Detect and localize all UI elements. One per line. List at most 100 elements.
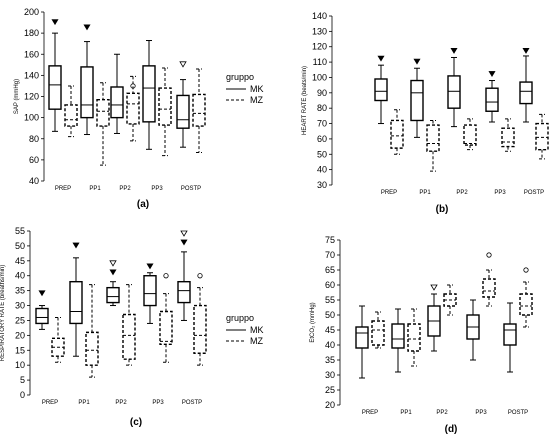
significance-marker-filled bbox=[180, 239, 188, 246]
y-tick-label: 80 bbox=[29, 134, 39, 144]
y-tick-label: 60 bbox=[325, 280, 335, 290]
y-tick-label: 55 bbox=[325, 295, 335, 305]
y-axis-label: HEART RATE (beats/min) bbox=[302, 66, 308, 135]
significance-marker-filled bbox=[413, 58, 421, 65]
box-iqr bbox=[142, 65, 156, 123]
y-axis-label: RESPIRATORY RATE (breaths/min) bbox=[0, 265, 6, 361]
legend-title: gruppo bbox=[226, 313, 254, 323]
box-iqr bbox=[159, 310, 173, 346]
box-mk bbox=[503, 302, 517, 373]
x-tick-label: POSTP bbox=[524, 190, 544, 196]
y-tick-label: 50 bbox=[15, 241, 25, 251]
y-tick-label: 35 bbox=[15, 286, 25, 296]
box-mz bbox=[443, 284, 457, 316]
x-tick-label: PP3 bbox=[494, 190, 506, 196]
box-iqr bbox=[126, 92, 140, 125]
y-tick-label: 0 bbox=[20, 390, 25, 400]
box-mz bbox=[482, 269, 496, 307]
y-tick-label: 200 bbox=[24, 7, 39, 17]
y-tick-label: 45 bbox=[325, 325, 335, 335]
significance-marker-filled bbox=[51, 19, 59, 26]
y-tick-label: 40 bbox=[317, 165, 327, 175]
box-mz bbox=[371, 311, 385, 349]
legend-entry-label: MK bbox=[250, 84, 264, 94]
x-tick-label: PREP bbox=[55, 186, 71, 192]
y-tick-label: 10 bbox=[15, 360, 25, 370]
x-tick-label: POSTP bbox=[182, 400, 202, 406]
box-mz bbox=[85, 284, 99, 378]
y-tick-label: 15 bbox=[15, 345, 25, 355]
y-axis-label: EtCO₂ (mmHg) bbox=[310, 302, 316, 342]
x-tick-label: POSTP bbox=[508, 410, 528, 416]
y-tick-label: 55 bbox=[15, 226, 25, 236]
significance-marker-filled bbox=[83, 24, 91, 31]
box-mk bbox=[106, 281, 120, 307]
box-mz bbox=[192, 68, 206, 153]
y-tick-label: 35 bbox=[325, 355, 335, 365]
chart-panel: 0 5 10 15 20 25 30 35 40 45 50 55 RESPIRATORY RATE (… bbox=[0, 226, 264, 428]
y-tick-label: 70 bbox=[317, 119, 327, 129]
box-mk bbox=[519, 55, 533, 123]
box-mk bbox=[374, 64, 388, 125]
box-mk bbox=[69, 257, 83, 357]
box-iqr bbox=[64, 104, 78, 127]
x-tick-label: PP2 bbox=[436, 410, 448, 416]
box-iqr bbox=[391, 323, 405, 349]
x-tick-label: PREP bbox=[362, 410, 378, 416]
panel-caption: (c) bbox=[130, 417, 142, 428]
y-tick-label: 120 bbox=[24, 92, 39, 102]
box-iqr bbox=[482, 278, 496, 298]
outlier-point bbox=[197, 273, 203, 279]
box-iqr bbox=[80, 66, 94, 119]
box-mz bbox=[64, 85, 78, 138]
x-tick-label: POSTP bbox=[181, 186, 201, 192]
significance-marker-open bbox=[179, 61, 187, 68]
box-mz bbox=[193, 287, 207, 366]
box-mk bbox=[142, 40, 156, 150]
outlier-point bbox=[486, 252, 492, 258]
y-tick-label: 140 bbox=[312, 11, 327, 21]
x-tick-label: PP1 bbox=[89, 186, 101, 192]
y-tick-label: 50 bbox=[317, 149, 327, 159]
box-iqr bbox=[158, 87, 172, 126]
x-tick-label: PREP bbox=[42, 400, 58, 406]
y-tick-label: 30 bbox=[317, 180, 327, 190]
chart-panel: 40 60 80 100 120 140 160 180 200 SAP (mmHg) PREP PP… bbox=[14, 7, 264, 210]
panel-caption: (a) bbox=[137, 199, 149, 210]
box-mk bbox=[466, 299, 480, 361]
x-tick-label: PP2 bbox=[119, 186, 131, 192]
box-iqr bbox=[485, 87, 499, 112]
box-iqr bbox=[96, 98, 110, 127]
box-mz bbox=[122, 284, 136, 366]
box-iqr bbox=[535, 122, 549, 151]
box-iqr bbox=[143, 275, 157, 307]
box-iqr bbox=[106, 286, 120, 304]
y-tick-label: 20 bbox=[15, 330, 25, 340]
box-iqr bbox=[69, 280, 83, 325]
significance-marker-open bbox=[109, 260, 117, 267]
y-tick-label: 100 bbox=[24, 113, 39, 123]
y-tick-label: 130 bbox=[312, 26, 327, 36]
y-tick-label: 5 bbox=[20, 375, 25, 385]
x-tick-label: PP2 bbox=[456, 190, 468, 196]
box-mk bbox=[80, 41, 94, 136]
y-tick-label: 70 bbox=[325, 250, 335, 260]
x-tick-label: PP1 bbox=[78, 400, 90, 406]
panel-caption: (d) bbox=[445, 424, 458, 435]
y-tick-label: 110 bbox=[313, 57, 327, 67]
y-tick-label: 80 bbox=[317, 103, 327, 113]
y-tick-label: 60 bbox=[317, 134, 327, 144]
y-tick-label: 40 bbox=[15, 271, 25, 281]
significance-marker-open bbox=[180, 230, 188, 237]
box-iqr bbox=[85, 331, 99, 366]
box-iqr bbox=[355, 326, 369, 349]
panel-caption: (b) bbox=[436, 204, 449, 215]
box-mz bbox=[426, 119, 440, 172]
box-mz bbox=[390, 109, 404, 155]
box-mz bbox=[519, 281, 533, 328]
significance-marker-filled bbox=[109, 269, 117, 276]
box-mz bbox=[463, 118, 477, 151]
outlier-point bbox=[130, 83, 136, 89]
